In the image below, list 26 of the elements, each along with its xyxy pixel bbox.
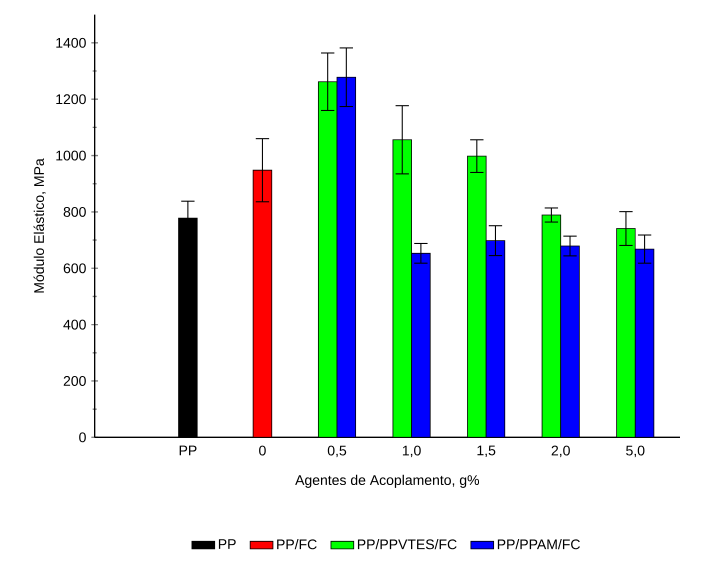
- x-tick-label: 2,0: [552, 446, 570, 458]
- bar: [467, 156, 487, 438]
- y-tick-label: 600: [64, 263, 86, 274]
- y-tick-label: 200: [64, 376, 86, 386]
- x-tick-label: 5,0: [626, 446, 644, 458]
- x-tick-label: 1,0: [402, 446, 421, 458]
- bar: [318, 81, 338, 438]
- y-tick-label: 1400: [56, 38, 86, 48]
- legend-label: PP/PPAM/FC: [498, 538, 580, 550]
- bar: [616, 228, 636, 438]
- y-tick-label: 0: [79, 432, 86, 442]
- legend-label: PP/FC: [277, 538, 317, 550]
- legend-label: PP: [218, 539, 236, 549]
- x-tick-label: 0: [259, 446, 266, 456]
- bar: [392, 139, 412, 438]
- y-tick-label: 400: [63, 320, 86, 330]
- legend-label: PP/PPVTES/FC: [358, 538, 457, 550]
- x-tick-label: PP: [180, 446, 196, 456]
- y-tick-label: 800: [64, 206, 86, 217]
- bar: [542, 214, 562, 438]
- y-tick-label: 1000: [56, 150, 86, 161]
- x-tick-label: 1,5: [477, 446, 496, 458]
- y-axis-title: Módulo Elástico, MPa: [34, 158, 46, 293]
- x-tick-label: 0,5: [328, 446, 346, 458]
- y-tick-label: 1200: [56, 94, 86, 104]
- x-axis-title: Agentes de Acoplamento, g%: [295, 474, 480, 488]
